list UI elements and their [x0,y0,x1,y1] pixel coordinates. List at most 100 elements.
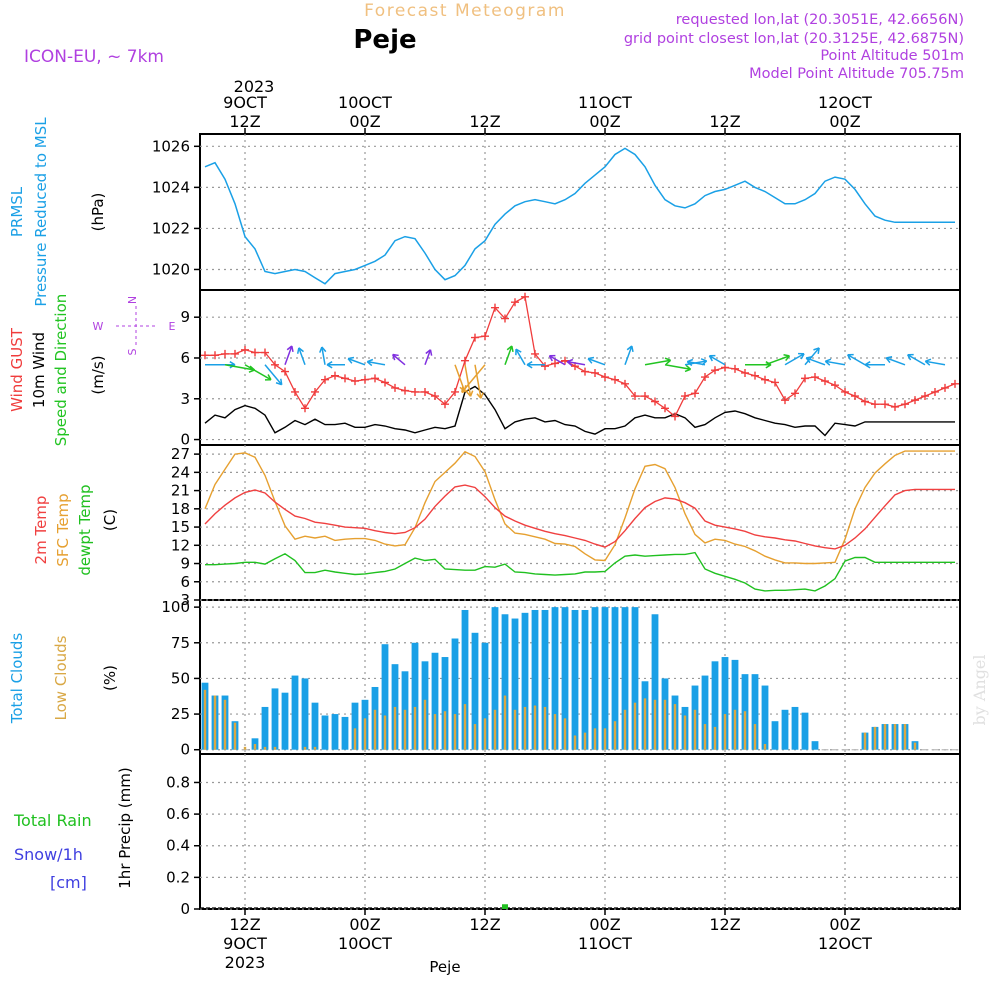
bottom-time-label: 00Z [589,915,620,934]
y-tick-label: 21 [171,482,190,500]
wind-arrow-head [864,361,871,369]
gust-marker [421,387,429,396]
gust-marker [231,349,239,358]
top-time-label: 12Z [709,112,740,131]
low-cloud-bar [443,711,447,750]
wind-arrow-shaft [515,348,526,366]
gust-marker [651,397,659,406]
low-cloud-bar [713,726,717,750]
panels: 1020102210241026036936912151821242702550… [152,128,961,918]
gust-marker [511,298,519,307]
low-cloud-bar [763,744,767,750]
wind-arrow-shaft [284,345,293,366]
low-cloud-bar [703,724,707,750]
y-tick-label: 1026 [152,137,190,155]
total-cloud-bar [471,632,479,750]
gust-marker [291,387,299,396]
wind-arrow [784,352,805,366]
gust-marker [311,387,319,396]
wind-arrow [924,358,946,366]
wind-arrow [366,358,386,367]
y-tick-label: 15 [171,518,190,536]
gust-marker [501,314,509,323]
temp-unit-label: (C) [101,509,119,531]
total-cloud-bar [431,652,439,750]
bottom-time-label: 9OCT [223,934,267,953]
wind-arrow [644,357,672,366]
compass-n: N [126,296,139,304]
wind-arrow [464,364,474,397]
y-tick-label: 100 [161,598,190,616]
gust-marker [211,351,219,360]
wind-arrow-shaft [461,364,486,393]
wind-arrow [548,354,566,366]
wind-arrow-head [366,358,374,367]
low-cloud-bar [623,709,627,750]
wind-arrow-head [296,347,304,354]
total-cloud-bar [301,678,309,750]
total-cloud-bar [351,702,359,750]
low-cloud-bar [873,726,877,750]
low-cloud-bar [523,706,527,750]
wind-arrow-shaft [644,359,671,366]
total-cloud-bar [591,607,599,750]
top-time-label: 12Z [469,112,500,131]
gust-marker [321,375,329,384]
snow-label: Snow/1h [14,845,83,864]
low-cloud-bar [273,746,277,750]
low-cloud-bar [603,728,607,750]
compass-w: W [93,320,104,333]
low-cloud-bar [653,699,657,750]
total-cloud-bar [801,712,809,750]
y-tick-label: 6 [180,573,190,591]
wind-arrow-head [548,354,556,362]
wind-arrow-head [347,356,355,364]
gust-marker [861,397,869,406]
wind-arrow-shaft [825,360,846,366]
wind-arrow-head [907,353,914,361]
compass-s: S [126,348,139,355]
gust-marker [371,374,379,383]
wind-arrow [424,349,433,366]
gust-marker [841,387,849,396]
low-cloud-bar [483,718,487,750]
total-cloud-bar [461,609,469,750]
wind-arrow-shaft [804,347,820,366]
low-cloud-bar [883,724,887,750]
wind-arrow [805,356,826,366]
total-cloud-bar [521,612,529,750]
low-cloud-bar [463,704,467,750]
wind-arrow-head [626,345,634,353]
panel-frame-precip [199,753,961,910]
y-tick-label: 25 [171,705,190,723]
wind-arrow-head [275,378,283,386]
total-cloud-bar [341,716,349,750]
total-cloud-bar [441,657,449,750]
total-cloud-bar [701,675,709,750]
y-tick-label: 6 [180,349,190,367]
wind-arrow-shaft [264,364,283,386]
bottom-time-label: 2023 [225,953,266,972]
bottom-time-label: 10OCT [338,934,392,953]
gust-marker [391,383,399,392]
wind-arrow-shaft [347,357,366,366]
gust-marker [721,363,729,372]
gust-marker [851,392,859,401]
top-time-label: 00Z [589,112,620,131]
wind-arrow-head [847,353,854,361]
low-cloud-bar [733,709,737,750]
low-cloud-bar [453,714,457,750]
total-cloud-bar [491,607,499,750]
wind-arrow-head [798,352,805,360]
wind-arrow-shaft [805,357,826,366]
wind-arrow [504,345,514,366]
low-cloud-bar [573,735,577,750]
wind-arrow [461,364,486,394]
total-cloud-bar [331,714,339,750]
wind-arrow-head [805,356,813,364]
bottom-time-label: 00Z [829,915,860,934]
wind-arrow-head [885,356,893,364]
top-time-label: 00Z [349,112,380,131]
wind-arrow-head [924,358,932,366]
low-cloud-bar [723,714,727,750]
